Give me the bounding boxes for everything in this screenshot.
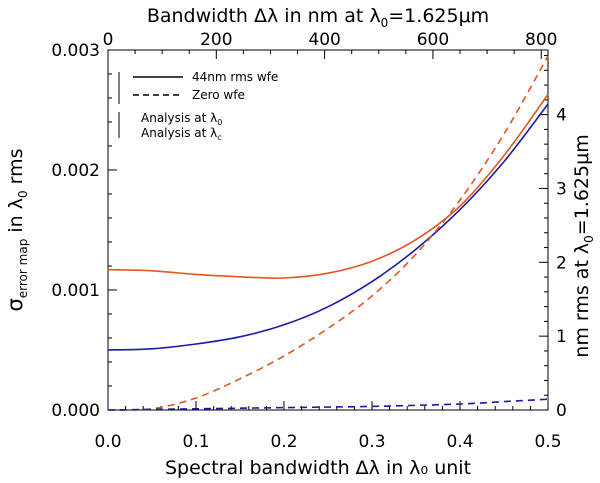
y-tick-label: 0.000 [51,401,100,421]
series-line-1 [107,93,549,279]
series-line-2 [107,103,549,351]
legend-dashed-label: Zero wfe [192,88,245,102]
top-tick-label: 600 [417,30,449,50]
series-line-3 [107,55,549,411]
right-tick-label: 3 [556,179,567,199]
series-line-4 [107,398,549,411]
x-tick-label: 0.3 [358,432,385,452]
series-layer [107,55,549,411]
right-tick-label: 2 [556,253,567,273]
y-tick-label: 0.003 [51,41,100,61]
top-tick-label: 800 [525,30,557,50]
legend-analysis-lambda0: Analysis at λ0 [141,111,222,127]
right-tick-label: 1 [556,327,567,347]
y-tick-label: 0.001 [51,281,100,301]
x-tick-label: 0.2 [270,432,297,452]
right-tick-label: 4 [556,106,567,126]
x-tick-label: 0.5 [534,432,561,452]
legend-solid-label: 44nm rms wfe [192,70,278,84]
top-axis-label: Bandwidth Δλ in nm at λ0=1.625μm [147,5,489,30]
y-axis-label: σerror map in λ0 rms [3,148,30,311]
legend-analysis-lambdac: Analysis at λc [141,126,222,142]
plot-frame [107,49,549,411]
x-tick-label: 0.1 [182,432,209,452]
top-tick-label: 200 [200,30,232,50]
top-tick-label: 0 [103,30,114,50]
legend: 44nm rms wfe Zero wfe Analysis at λ0 Ana… [118,70,278,142]
x-axis-label: Spectral bandwidth Δλ in λ₀ unit [165,457,471,479]
x-tick-label: 0.0 [94,432,121,452]
right-tick-label: 0 [556,401,567,421]
right-axis-label: nm rms at λ0=1.625μm [571,134,596,357]
top-tick-label: 400 [308,30,340,50]
x-tick-label: 0.4 [446,432,473,452]
y-tick-label: 0.002 [51,161,100,181]
